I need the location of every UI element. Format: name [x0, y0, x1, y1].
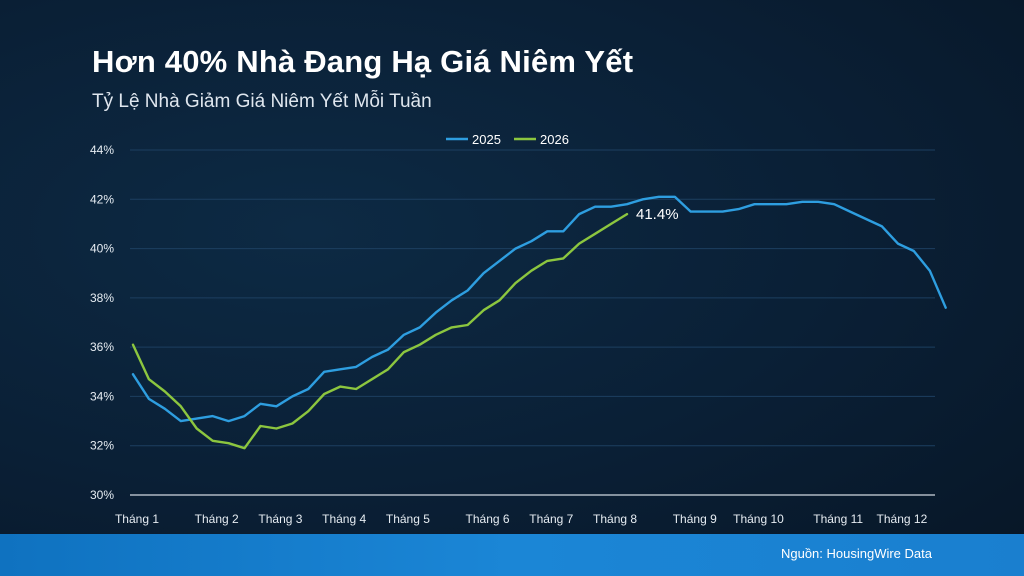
y-tick-label: 38% — [90, 291, 114, 305]
x-tick-label: Tháng 2 — [195, 512, 239, 526]
footer-bar: Nguồn: HousingWire Data — [0, 534, 1024, 576]
y-tick-label: 40% — [90, 242, 114, 256]
x-tick-label: Tháng 10 — [733, 512, 784, 526]
y-tick-label: 44% — [90, 143, 114, 157]
y-tick-label: 36% — [90, 340, 114, 354]
x-tick-label: Tháng 6 — [466, 512, 510, 526]
x-tick-label: Tháng 8 — [593, 512, 637, 526]
x-tick-label: Tháng 4 — [322, 512, 366, 526]
y-tick-label: 32% — [90, 439, 114, 453]
x-tick-label: Tháng 3 — [258, 512, 302, 526]
chart-title: Hơn 40% Nhà Đang Hạ Giá Niêm Yết — [92, 44, 634, 79]
x-tick-label: Tháng 5 — [386, 512, 430, 526]
x-tick-label: Tháng 1 — [115, 512, 159, 526]
x-tick-label: Tháng 7 — [529, 512, 573, 526]
legend-label-2025: 2025 — [472, 132, 501, 147]
annotation-label: 41.4% — [636, 206, 679, 223]
series-line-2025 — [131, 195, 947, 423]
y-tick-label: 42% — [90, 192, 114, 206]
y-tick-label: 30% — [90, 488, 114, 502]
chart-subtitle: Tỷ Lệ Nhà Giảm Giá Niêm Yết Mỗi Tuần — [92, 91, 432, 112]
y-tick-label: 34% — [90, 389, 114, 403]
series-line-2026 — [131, 212, 629, 450]
x-tick-label: Tháng 9 — [673, 512, 717, 526]
x-tick-label: Tháng 12 — [877, 512, 928, 526]
line-chart: 30% 32% 34% 36% 38% 40% 42% 44% Tháng 1 Tháng 2 T… — [89, 132, 947, 526]
x-tick-label: Tháng 11 — [813, 512, 863, 526]
legend-label-2026: 2026 — [540, 132, 569, 147]
source-label: Nguồn: HousingWire Data — [780, 546, 932, 561]
